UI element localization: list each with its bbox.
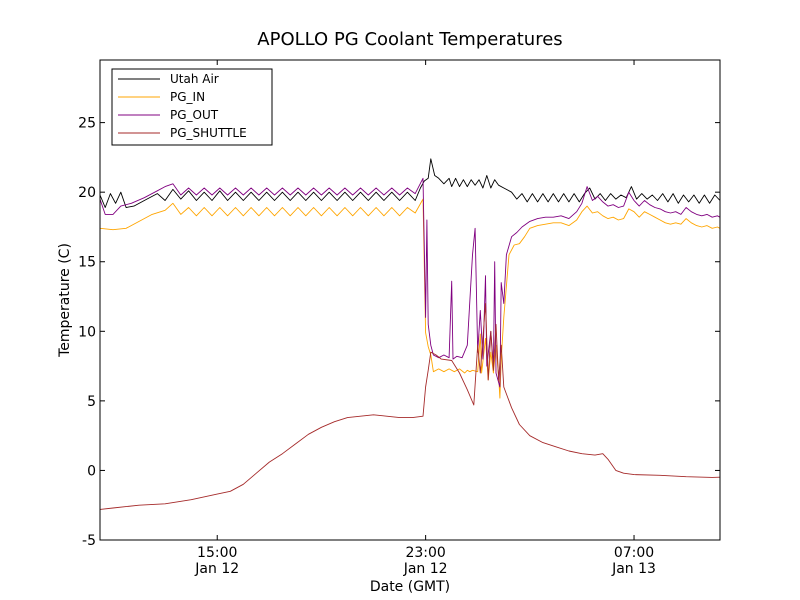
y-tick-label: 0 [87, 463, 96, 479]
legend: Utah Air PG_IN PG_OUT PG_SHUTTLE [111, 68, 273, 146]
x-tick-date-label: Jan 12 [403, 561, 448, 577]
series-line-pg-shuttle [100, 303, 720, 510]
series-line-pg-in [100, 198, 720, 399]
y-tick-label: -5 [82, 533, 96, 549]
x-tick-date-label: Jan 13 [611, 561, 656, 577]
y-tick-label: 15 [78, 255, 96, 271]
chart-title: APOLLO PG Coolant Temperatures [257, 29, 562, 50]
y-tick-label: 25 [78, 116, 96, 132]
y-axis: -5 0 5 10 15 20 25 [78, 116, 720, 549]
x-tick-time-label: 07:00 [614, 545, 654, 561]
legend-label: PG_IN [170, 90, 205, 104]
legend-label: PG_OUT [170, 108, 219, 122]
y-tick-label: 10 [78, 324, 96, 340]
legend-box [111, 68, 273, 146]
plot-frame [99, 59, 721, 541]
x-axis-title: Date (GMT) [370, 579, 450, 595]
legend-label: Utah Air [170, 72, 219, 86]
legend-label: PG_SHUTTLE [170, 126, 247, 140]
y-tick-label: 20 [78, 185, 96, 201]
series-line-pg-out [100, 177, 720, 388]
x-tick-time-label: 15:00 [197, 545, 237, 561]
y-axis-title: Temperature (C) [57, 243, 73, 358]
x-tick-date-label: Jan 12 [194, 561, 239, 577]
series-line-utah-air [100, 158, 720, 208]
y-tick-label: 5 [87, 394, 96, 410]
x-tick-time-label: 23:00 [405, 545, 445, 561]
series-layer [100, 158, 720, 510]
